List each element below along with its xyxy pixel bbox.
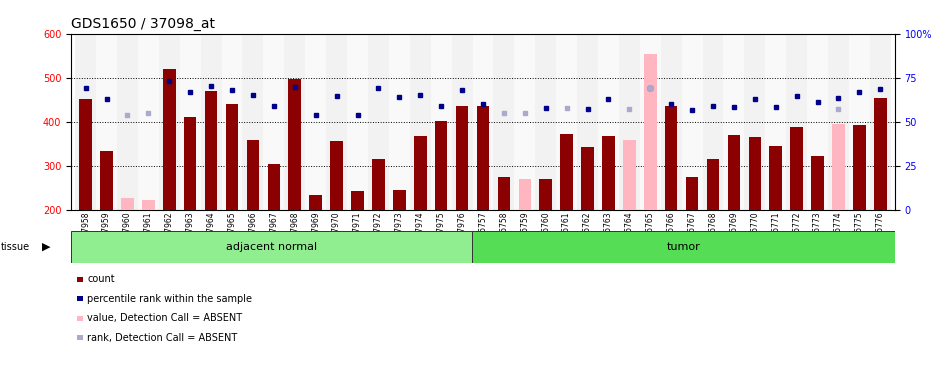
- Bar: [389, 34, 410, 210]
- Bar: [372, 159, 384, 210]
- Bar: [142, 200, 154, 210]
- Bar: [765, 34, 786, 210]
- Bar: [682, 34, 703, 210]
- Bar: [77, 277, 83, 282]
- Bar: [476, 106, 490, 210]
- Bar: [497, 177, 510, 210]
- Bar: [159, 34, 180, 210]
- Bar: [644, 54, 656, 210]
- Bar: [456, 106, 469, 210]
- Bar: [310, 195, 322, 210]
- Bar: [163, 69, 175, 210]
- Bar: [393, 190, 405, 210]
- Bar: [452, 34, 473, 210]
- Bar: [703, 34, 724, 210]
- Bar: [414, 136, 426, 210]
- Text: value, Detection Call = ABSENT: value, Detection Call = ABSENT: [87, 314, 242, 323]
- Bar: [71, 231, 473, 262]
- Bar: [535, 34, 556, 210]
- Bar: [347, 34, 368, 210]
- Bar: [246, 140, 259, 210]
- Bar: [410, 34, 431, 210]
- Bar: [640, 34, 661, 210]
- Bar: [493, 34, 514, 210]
- Bar: [268, 164, 280, 210]
- Bar: [874, 98, 886, 210]
- Bar: [96, 34, 117, 210]
- Bar: [289, 79, 301, 210]
- Bar: [77, 316, 83, 321]
- Bar: [121, 198, 134, 210]
- Bar: [77, 297, 83, 301]
- Text: tumor: tumor: [667, 242, 701, 252]
- Bar: [435, 120, 447, 210]
- Bar: [744, 34, 765, 210]
- Text: tissue: tissue: [1, 242, 30, 252]
- Bar: [849, 34, 870, 210]
- Bar: [619, 34, 640, 210]
- Bar: [75, 34, 96, 210]
- Bar: [514, 34, 535, 210]
- Bar: [368, 34, 389, 210]
- Bar: [724, 34, 744, 210]
- Bar: [853, 125, 866, 210]
- Bar: [184, 117, 196, 210]
- Bar: [748, 137, 761, 210]
- Bar: [581, 147, 594, 210]
- Bar: [870, 34, 891, 210]
- Bar: [205, 91, 218, 210]
- Bar: [598, 34, 619, 210]
- Bar: [201, 34, 222, 210]
- Text: adjacent normal: adjacent normal: [226, 242, 317, 252]
- Bar: [623, 140, 635, 210]
- Bar: [305, 34, 326, 210]
- Text: count: count: [87, 274, 115, 284]
- Bar: [473, 231, 895, 262]
- Bar: [263, 34, 284, 210]
- Bar: [180, 34, 201, 210]
- Bar: [602, 135, 615, 210]
- Bar: [225, 104, 239, 210]
- Bar: [326, 34, 347, 210]
- Text: rank, Detection Call = ABSENT: rank, Detection Call = ABSENT: [87, 333, 238, 343]
- Bar: [577, 34, 598, 210]
- Bar: [791, 127, 803, 210]
- Bar: [706, 159, 720, 210]
- Bar: [665, 106, 677, 210]
- Bar: [770, 146, 782, 210]
- Bar: [540, 179, 552, 210]
- Bar: [222, 34, 242, 210]
- Bar: [77, 336, 83, 340]
- Text: ▶: ▶: [42, 242, 50, 252]
- Bar: [661, 34, 682, 210]
- Bar: [727, 135, 741, 210]
- Bar: [80, 99, 92, 210]
- Bar: [117, 34, 138, 210]
- Bar: [561, 134, 573, 210]
- Bar: [832, 124, 845, 210]
- Bar: [242, 34, 263, 210]
- Bar: [786, 34, 807, 210]
- Bar: [473, 34, 493, 210]
- Bar: [686, 177, 698, 210]
- Bar: [138, 34, 159, 210]
- Bar: [100, 150, 113, 210]
- Bar: [812, 156, 824, 210]
- Bar: [807, 34, 828, 210]
- Bar: [431, 34, 452, 210]
- Bar: [556, 34, 577, 210]
- Text: percentile rank within the sample: percentile rank within the sample: [87, 294, 252, 304]
- Bar: [519, 179, 531, 210]
- Bar: [828, 34, 849, 210]
- Bar: [284, 34, 305, 210]
- Text: GDS1650 / 37098_at: GDS1650 / 37098_at: [71, 17, 215, 32]
- Bar: [351, 192, 364, 210]
- Bar: [331, 141, 343, 210]
